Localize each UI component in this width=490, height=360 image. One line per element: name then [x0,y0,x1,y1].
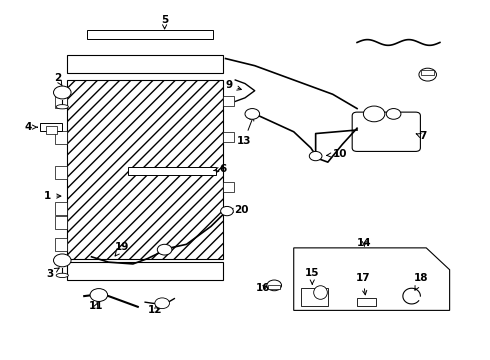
Bar [55,95,67,108]
Bar [269,285,280,289]
Text: 13: 13 [237,116,254,146]
Bar [67,80,223,258]
Text: 14: 14 [357,238,372,248]
Ellipse shape [56,273,69,278]
Bar [55,131,67,144]
Text: 4: 4 [24,122,37,132]
Bar [40,123,62,131]
Text: 10: 10 [327,149,347,159]
Text: 19: 19 [115,242,129,256]
Text: 6: 6 [214,163,227,174]
Text: 9: 9 [225,80,242,90]
Bar [55,216,67,229]
Bar [128,167,216,175]
Text: 16: 16 [256,283,270,293]
Circle shape [90,289,108,301]
Bar [223,132,234,142]
Bar [87,30,213,39]
Circle shape [386,109,401,119]
Text: 12: 12 [147,305,162,315]
Text: 1: 1 [44,191,61,201]
Bar [55,166,67,179]
Circle shape [157,244,172,255]
Text: 7: 7 [416,131,426,141]
Text: 11: 11 [89,301,104,311]
Text: 2: 2 [54,73,62,86]
Bar [223,96,234,107]
Text: 8: 8 [420,72,427,82]
Bar [55,238,67,251]
Circle shape [220,206,233,216]
Circle shape [267,280,282,291]
Bar [421,69,434,75]
Bar [55,202,67,215]
Text: 18: 18 [414,273,429,290]
Bar [67,262,223,280]
Bar [46,126,57,134]
Text: 20: 20 [229,205,249,215]
Text: 15: 15 [305,268,319,284]
Polygon shape [294,248,450,310]
Circle shape [419,68,437,81]
Text: 3: 3 [47,268,59,279]
Bar [357,298,375,306]
Bar [67,55,223,73]
Ellipse shape [314,286,327,299]
Circle shape [53,86,71,99]
Circle shape [309,152,322,161]
Bar [223,182,234,192]
Circle shape [155,298,170,309]
Circle shape [364,106,385,122]
Bar [301,288,328,306]
Text: 5: 5 [161,15,168,29]
FancyBboxPatch shape [352,112,420,152]
Text: 17: 17 [356,273,370,295]
Ellipse shape [56,105,69,109]
Circle shape [53,254,71,267]
Circle shape [245,109,260,119]
